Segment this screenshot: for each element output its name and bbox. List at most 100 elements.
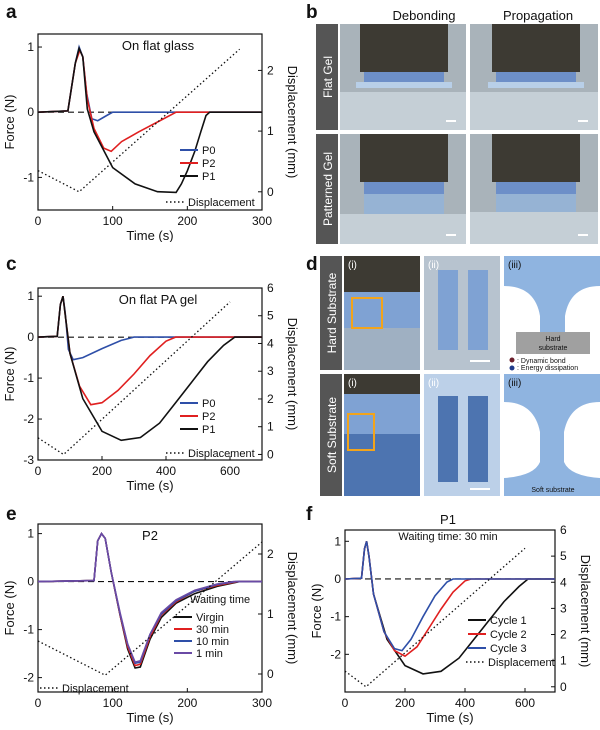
y-axis-label: Force (N) <box>309 584 324 639</box>
legend-label: Cycle 1 <box>490 615 527 627</box>
legend-energy-dissipation: : Energy dissipation <box>517 365 578 372</box>
legend-label: P0 <box>202 398 215 410</box>
legend-label-displacement: Displacement <box>488 657 555 669</box>
legend-label-displacement: Displacement <box>188 197 255 209</box>
photo-patterned-propagation <box>470 134 598 244</box>
x-axis-label: Time (s) <box>126 228 173 242</box>
legend-label: 10 min <box>196 636 229 648</box>
chart-f: 0 200 400 600 1 0 -1 -2 6 5 4 3 2 1 0 Time (s) Force (N)… <box>309 512 593 725</box>
photo-soft-i: (i) <box>344 374 420 496</box>
x-tick-label: 200 <box>92 464 112 478</box>
x-tick-label: 0 <box>342 696 349 710</box>
legend-label: P1 <box>202 171 215 183</box>
series-line-displacement <box>344 547 526 688</box>
photo-flat-propagation <box>470 24 598 130</box>
col-label-debonding: Debonding <box>393 8 456 23</box>
series-line-displacement <box>37 48 241 193</box>
x-tick-label: 200 <box>177 696 197 710</box>
hard-substrate-label-2: substrate <box>539 345 568 352</box>
panel-letter-f: f <box>306 504 313 525</box>
sub-label-soft-i: (i) <box>348 378 357 389</box>
photo-soft-ii: (ii) <box>424 374 500 496</box>
y2-tick-label: 2 <box>560 628 567 642</box>
legend-title: Waiting time <box>190 594 250 606</box>
photo-patterned-debonding <box>340 134 466 244</box>
legend-label: P2 <box>202 411 215 423</box>
y-tick-label: -1 <box>23 371 34 385</box>
chart-subtitle: Waiting time: 30 min <box>398 531 497 543</box>
y2-tick-label: 1 <box>267 607 274 621</box>
y2-tick-label: 1 <box>267 420 274 434</box>
y-tick-label: -1 <box>23 170 34 184</box>
photo-flat-debonding <box>340 24 466 130</box>
y2-tick-label: 5 <box>267 309 274 323</box>
photo-grid-d: Hard Substrate Soft Substrate (i) (ii) H… <box>320 256 600 496</box>
y2-tick-label: 4 <box>267 336 274 350</box>
sub-label-soft-iii: (iii) <box>508 378 521 389</box>
chart-title: On flat PA gel <box>119 292 198 307</box>
plot-frame <box>37 33 263 211</box>
x-tick-label: 100 <box>103 696 123 710</box>
x-tick-label: 300 <box>252 696 272 710</box>
row-label-soft-substrate: Soft Substrate <box>325 397 339 473</box>
soft-substrate-label: Soft substrate <box>531 487 574 494</box>
y2-tick-label: 3 <box>560 601 567 615</box>
x-axis-label: Time (s) <box>126 478 173 493</box>
x-tick-label: 0 <box>35 214 42 228</box>
y-tick-label: 1 <box>27 40 34 54</box>
y2-tick-label: 2 <box>267 63 274 77</box>
chart-title: P2 <box>142 528 158 543</box>
legend-label: P0 <box>202 145 215 157</box>
legend-label: 30 min <box>196 624 229 636</box>
y-tick-label: 0 <box>27 105 34 119</box>
chart-e: 0 100 200 300 1 0 -1 -2 2 1 0 Time (s) Force (N) Disp… <box>2 523 300 725</box>
x-axis-label: Time (s) <box>426 710 473 725</box>
series-line-p2 <box>37 48 262 153</box>
y2-axis-label: Displacement (mm) <box>285 66 300 179</box>
series-line-displacement <box>37 541 263 676</box>
y2-tick-label: 0 <box>267 667 274 681</box>
y2-tick-label: 4 <box>560 575 567 589</box>
schematic-soft-iii: Soft substrate (iii) <box>504 374 600 496</box>
y-tick-label: -2 <box>23 412 34 426</box>
sub-label-hard-ii: (ii) <box>428 260 439 271</box>
plot-frame <box>37 287 263 461</box>
legend-label: P2 <box>202 158 215 170</box>
sub-label-hard-iii: (iii) <box>508 260 521 271</box>
y2-tick-label: 6 <box>267 281 274 295</box>
panel-letter-c: c <box>6 254 17 275</box>
row-label-bg-soft <box>320 374 342 496</box>
col-label-propagation: Propagation <box>503 8 573 23</box>
row-label-patterned-gel: Patterned Gel <box>321 152 335 226</box>
schematic-hard-iii: Hard substrate : Dynamic bond : Energy d… <box>504 256 600 372</box>
y-tick-label: 1 <box>334 534 341 548</box>
y-tick-label: -3 <box>23 453 34 467</box>
legend-label: Cycle 2 <box>490 629 527 641</box>
panel-letter-e: e <box>6 504 17 525</box>
y-tick-label: 0 <box>27 575 34 589</box>
y2-tick-label: 2 <box>267 547 274 561</box>
y-tick-label: -1 <box>23 623 34 637</box>
chart-title: On flat glass <box>122 38 195 53</box>
y2-tick-label: 5 <box>560 549 567 563</box>
y-axis-label: Force (N) <box>2 95 17 150</box>
sub-label-hard-i: (i) <box>348 260 357 271</box>
y-tick-label: 1 <box>27 527 34 541</box>
row-label-hard-substrate: Hard Substrate <box>325 272 339 353</box>
photo-hard-i: (i) <box>344 256 420 370</box>
series-line-p1 <box>37 45 262 194</box>
hard-substrate-label-1: Hard <box>545 336 560 343</box>
y-tick-label: 0 <box>27 330 34 344</box>
plot-frame <box>37 523 263 693</box>
x-tick-label: 400 <box>455 696 475 710</box>
x-tick-label: 100 <box>103 214 123 228</box>
y2-tick-label: 0 <box>267 185 274 199</box>
chart-c: 0 200 400 600 1 0 -1 -2 -3 6 5 4 3 2 1 0 Time (s) Force (… <box>2 281 300 493</box>
sub-label-soft-ii: (ii) <box>428 378 439 389</box>
y-tick-label: 1 <box>27 289 34 303</box>
panel-letter-a: a <box>6 2 17 23</box>
legend-label-displacement: Displacement <box>62 683 129 695</box>
y-tick-label: -2 <box>330 647 341 661</box>
x-tick-label: 300 <box>252 214 272 228</box>
x-tick-label: 0 <box>35 696 42 710</box>
